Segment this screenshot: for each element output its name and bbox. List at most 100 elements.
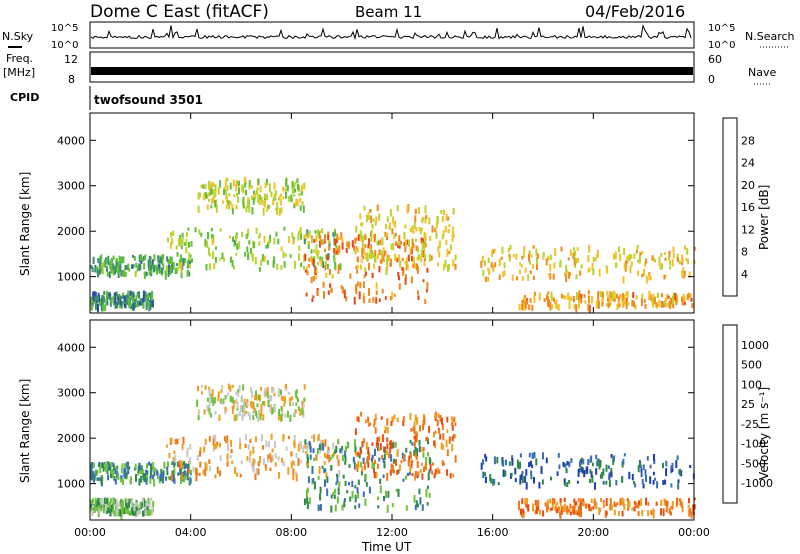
data-cell — [126, 299, 129, 305]
data-cell — [683, 301, 686, 306]
data-cell — [503, 262, 506, 269]
data-cell — [357, 460, 360, 468]
data-cell — [297, 398, 299, 403]
data-cell — [258, 241, 261, 246]
data-cell — [323, 468, 326, 474]
data-cell — [237, 393, 240, 397]
data-cell — [357, 492, 360, 499]
data-cell — [95, 295, 98, 302]
data-cell — [289, 397, 292, 405]
data-cell — [504, 470, 507, 477]
data-cell — [280, 414, 283, 422]
data-cell — [591, 296, 593, 304]
data-cell — [204, 183, 207, 190]
data-cell — [380, 250, 383, 257]
data-cell — [528, 261, 531, 265]
data-cell — [613, 298, 616, 302]
data-cell — [358, 503, 361, 508]
data-cell — [292, 474, 295, 481]
data-cell — [521, 472, 524, 477]
data-cell — [304, 253, 307, 261]
data-cell — [135, 295, 138, 303]
data-cell — [424, 205, 427, 214]
data-cell — [252, 201, 255, 205]
data-cell — [453, 416, 456, 423]
data-cell — [285, 177, 288, 182]
data-cell — [206, 405, 209, 411]
data-cell — [625, 291, 628, 296]
data-cell — [563, 295, 565, 300]
data-cell — [346, 241, 349, 247]
data-cell — [595, 300, 598, 309]
data-cell — [327, 446, 330, 454]
data-cell — [362, 438, 365, 444]
data-cell — [637, 270, 640, 276]
data-cell — [396, 205, 399, 212]
data-cell — [153, 264, 156, 273]
data-cell — [386, 235, 389, 241]
data-cell — [327, 290, 330, 295]
data-cell — [606, 294, 609, 300]
data-cell — [125, 265, 128, 270]
data-cell — [452, 259, 455, 267]
data-cell — [280, 207, 283, 214]
data-cell — [415, 227, 418, 232]
data-cell — [263, 255, 266, 262]
data-cell — [278, 195, 281, 201]
data-cell — [568, 479, 571, 484]
data-cell — [436, 467, 439, 474]
noise-strip-frame — [89, 21, 695, 49]
data-cell — [257, 461, 260, 467]
data-cell — [337, 264, 340, 272]
data-cell — [285, 446, 288, 451]
data-cell — [686, 247, 689, 255]
data-cell — [444, 225, 447, 233]
data-cell — [601, 471, 604, 479]
data-cell — [299, 197, 302, 203]
data-cell — [159, 473, 162, 481]
data-cell — [447, 228, 450, 234]
data-cell — [444, 259, 447, 268]
power-ylabel: Slant Range [km] — [18, 172, 32, 276]
data-cell — [367, 461, 370, 468]
data-cell — [363, 281, 365, 288]
data-cell — [180, 460, 183, 469]
data-cell — [207, 232, 209, 240]
data-cell — [490, 261, 493, 269]
data-cell — [101, 298, 104, 306]
data-cell — [223, 257, 226, 262]
data-cell — [372, 218, 375, 222]
data-cell — [173, 468, 176, 474]
data-cell — [309, 446, 312, 453]
data-cell — [404, 245, 407, 252]
data-cell — [110, 470, 112, 479]
data-cell — [306, 461, 309, 466]
data-cell — [186, 447, 189, 453]
data-cell — [668, 250, 671, 258]
data-cell — [689, 465, 692, 469]
data-cell — [117, 270, 120, 278]
data-cell — [307, 232, 310, 239]
data-cell — [290, 451, 293, 457]
data-cell — [181, 444, 184, 450]
data-cell — [608, 473, 611, 480]
data-cell — [671, 462, 674, 471]
data-cell — [92, 504, 94, 509]
data-cell — [274, 441, 277, 449]
data-cell — [208, 405, 211, 410]
data-cell — [130, 304, 133, 310]
data-cell — [115, 509, 118, 516]
data-cell — [298, 192, 301, 197]
data-cell — [161, 268, 164, 275]
data-cell — [198, 450, 201, 457]
data-cell — [670, 483, 673, 488]
data-cell — [575, 274, 578, 280]
data-cell — [399, 260, 402, 268]
data-cell — [631, 474, 634, 481]
data-cell — [594, 482, 596, 490]
data-cell — [301, 201, 304, 206]
data-cell — [441, 460, 444, 466]
data-cell — [624, 260, 627, 267]
data-cell — [538, 482, 541, 489]
data-cell — [345, 296, 348, 302]
